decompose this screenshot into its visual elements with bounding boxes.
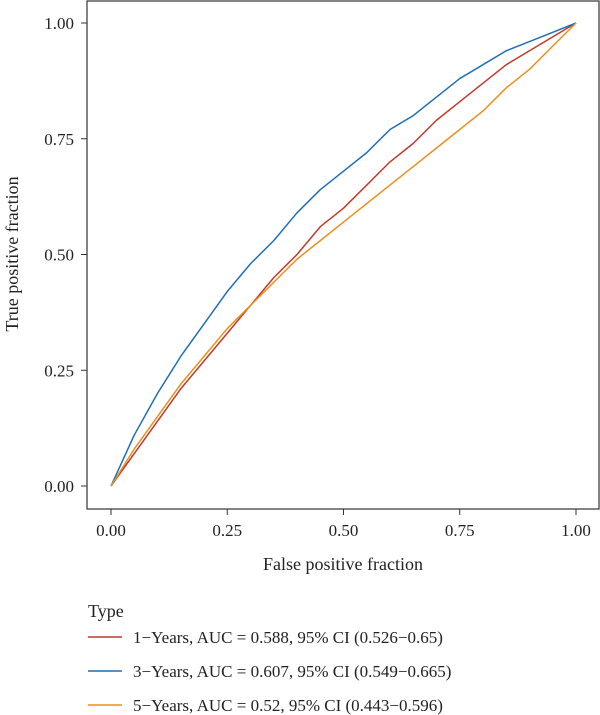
y-tick-label: 0.75 xyxy=(44,130,74,149)
legend-label-2: 3−Years, AUC = 0.607, 95% CI (0.549−0.66… xyxy=(133,662,451,681)
x-tick-label: 1.00 xyxy=(561,521,591,540)
x-tick-label: 0.75 xyxy=(445,521,475,540)
series-line-2 xyxy=(110,22,577,487)
y-axis-ticks: 0.00 0.25 0.50 0.75 1.00 xyxy=(44,14,87,496)
legend-title: Type xyxy=(88,601,124,621)
x-tick-label: 0.25 xyxy=(212,521,242,540)
y-tick-label: 1.00 xyxy=(44,14,74,33)
legend: 1−Years, AUC = 0.588, 95% CI (0.526−0.65… xyxy=(88,628,451,715)
x-tick-label: 0.50 xyxy=(329,521,359,540)
y-tick-label: 0.00 xyxy=(44,477,74,496)
y-tick-label: 0.25 xyxy=(44,361,74,380)
x-axis-label: False positive fraction xyxy=(263,554,423,574)
plot-frame xyxy=(86,0,600,510)
legend-label-3: 5−Years, AUC = 0.52, 95% CI (0.443−0.596… xyxy=(133,696,443,715)
x-axis-ticks: 0.00 0.25 0.50 0.75 1.00 xyxy=(96,509,591,540)
x-tick-label: 0.00 xyxy=(96,521,126,540)
series-line-3 xyxy=(110,22,577,487)
y-tick-label: 0.50 xyxy=(44,246,74,265)
series-line-1 xyxy=(110,22,577,487)
legend-label-1: 1−Years, AUC = 0.588, 95% CI (0.526−0.65… xyxy=(133,628,443,647)
series-lines xyxy=(110,22,577,487)
y-axis-label: True positive fraction xyxy=(2,176,22,331)
